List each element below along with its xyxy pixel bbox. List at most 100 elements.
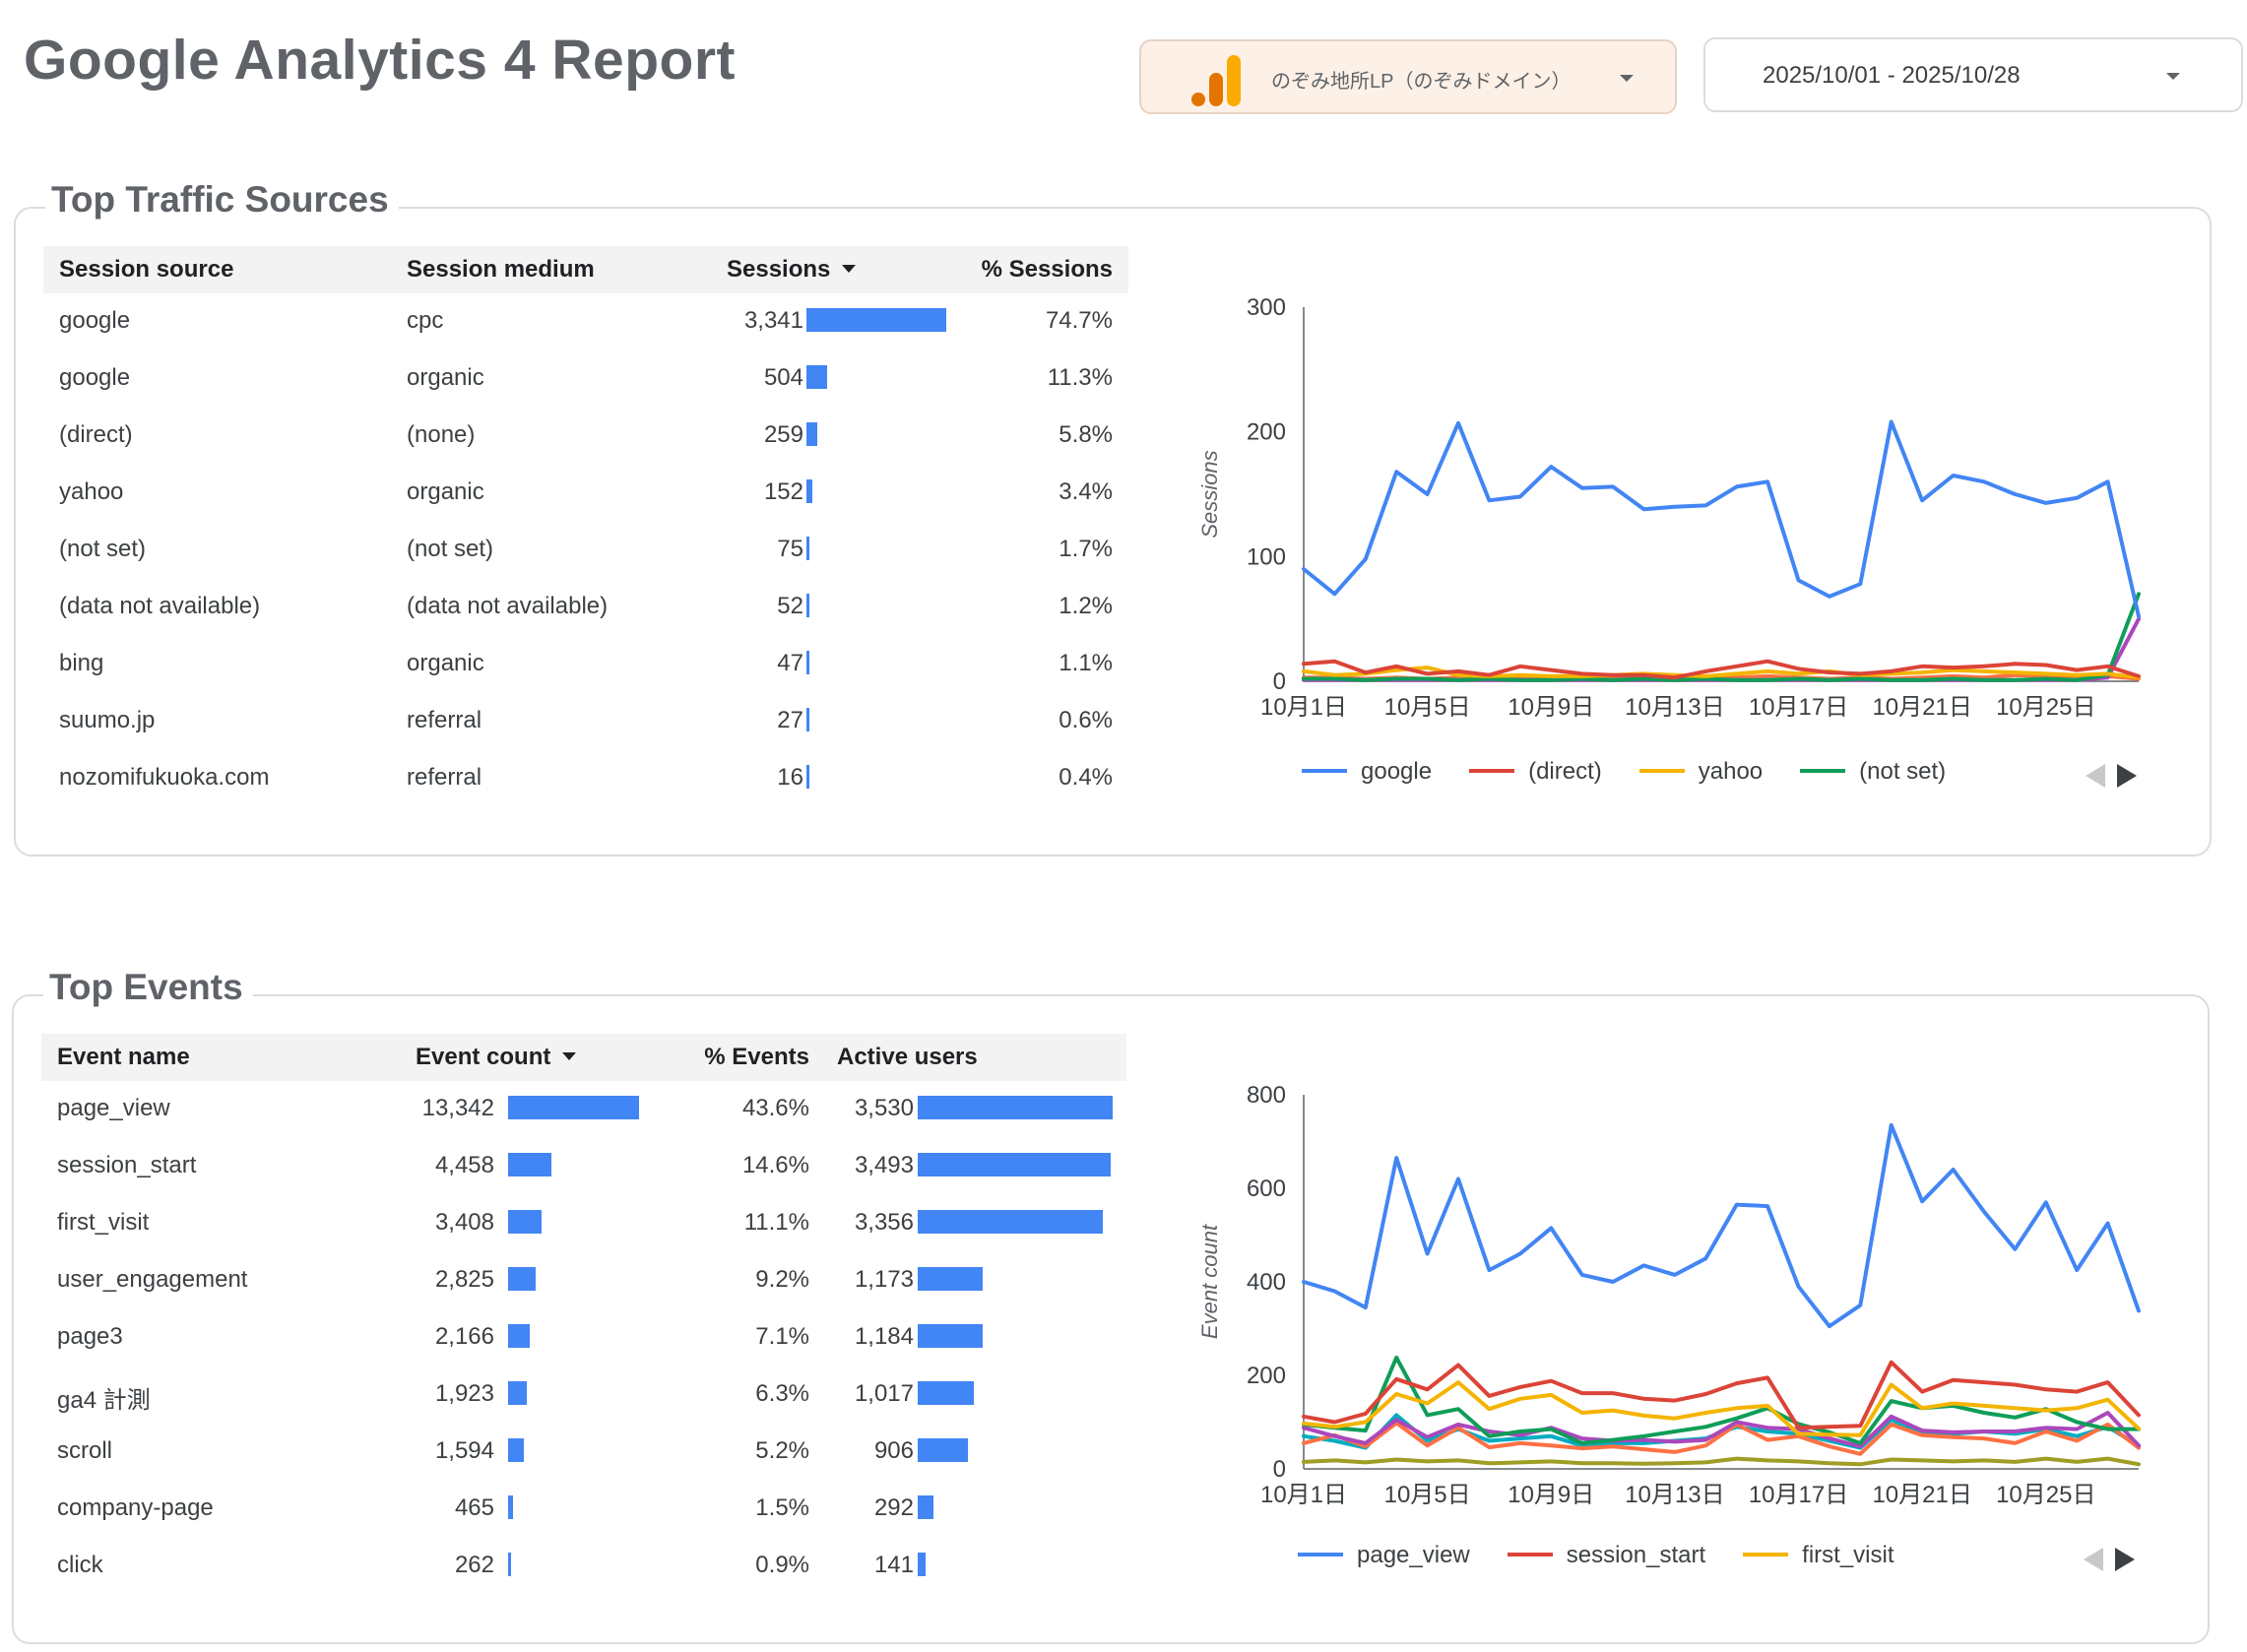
legend-swatch (1743, 1552, 1789, 1557)
table-row[interactable]: (data not available) (data not available)… (43, 579, 1128, 636)
property-selector[interactable]: のぞみ地所LP（のぞみドメイン） (1139, 39, 1677, 114)
sort-desc-icon (842, 264, 857, 273)
legend-item[interactable]: google (1302, 758, 1432, 786)
series-line-ga4 計測[interactable] (1302, 1421, 2141, 1456)
table-row[interactable]: yahoo organic 152 3.4% (43, 465, 1128, 522)
legend-prev-icon[interactable] (2084, 1548, 2103, 1571)
legend-next-icon[interactable] (2117, 764, 2137, 788)
col-sessions[interactable]: Sessions (727, 256, 857, 284)
col-session-medium[interactable]: Session medium (407, 256, 595, 283)
col-active-users[interactable]: Active users (837, 1044, 978, 1070)
legend-label: yahoo (1698, 758, 1764, 785)
event-count-bar (508, 1381, 527, 1405)
legend-item[interactable]: page_view (1298, 1542, 1470, 1569)
session-source-cell: bing (59, 650, 104, 676)
col-event-name[interactable]: Event name (57, 1044, 190, 1070)
event-name-cell: page3 (57, 1323, 123, 1350)
x-tick-label: 10月1日 (1260, 1482, 1347, 1508)
legend-item[interactable]: session_start (1507, 1542, 1705, 1569)
legend-label: (not set) (1859, 758, 1947, 785)
pct-sessions-cell: 0.4% (1059, 764, 1113, 791)
active-users-cell: 141 (873, 1552, 914, 1578)
active-users-bar (918, 1553, 926, 1576)
table-row[interactable]: company-page 465 1.5% 292 (41, 1481, 1126, 1538)
table-row[interactable]: suumo.jp referral 27 0.6% (43, 693, 1128, 750)
event-count-cell: 13,342 (421, 1095, 494, 1121)
series-line-user_engagement[interactable] (1302, 1355, 2141, 1445)
table-row[interactable]: page_view 13,342 43.6% 3,530 (41, 1081, 1126, 1138)
property-name: のぞみ地所LP（のぞみドメイン） (1271, 71, 1572, 93)
legend-label: google (1361, 758, 1433, 785)
date-range-selector[interactable]: 2025/10/01 - 2025/10/28 (1703, 37, 2243, 112)
table-row[interactable]: (direct) (none) 259 5.8% (43, 408, 1128, 465)
event-name-cell: company-page (57, 1494, 214, 1521)
table-row[interactable]: click 262 0.9% 141 (41, 1538, 1126, 1595)
series-line-first_visit[interactable] (1302, 1380, 2141, 1437)
table-row[interactable]: google organic 504 11.3% (43, 350, 1128, 408)
table-row[interactable]: first_visit 3,408 11.1% 3,356 (41, 1195, 1126, 1252)
sessions-bar (806, 537, 809, 560)
sessions-line-chart: Sessions 0 100 200 300 10月1日 10月5日 10月9日 10月13日 1… (1182, 286, 2166, 807)
event-name-cell: scroll (57, 1437, 113, 1464)
x-tick-label: 10月21日 (1872, 694, 1971, 721)
event-count-bar (508, 1553, 511, 1576)
y-tick-label: 400 (1247, 1269, 1286, 1296)
col-session-source[interactable]: Session source (59, 256, 234, 283)
legend-swatch (1298, 1552, 1343, 1557)
x-tick-label: 10月21日 (1872, 1482, 1971, 1508)
table-row[interactable]: scroll 1,594 5.2% 906 (41, 1424, 1126, 1481)
table-row[interactable]: bing organic 47 1.1% (43, 636, 1128, 693)
sessions-bar (806, 651, 809, 674)
series-line-page_view[interactable] (1302, 1122, 2141, 1329)
table-row[interactable]: (not set) (not set) 75 1.7% (43, 522, 1128, 579)
legend-item[interactable]: first_visit (1743, 1542, 1894, 1569)
sessions-bar (806, 479, 812, 503)
y-axis-label: Sessions (1197, 450, 1222, 538)
col-pct-events[interactable]: % Events (704, 1044, 809, 1070)
active-users-bar (918, 1153, 1111, 1176)
session-medium-cell: (not set) (407, 536, 494, 562)
table-row[interactable]: nozomifukuoka.com referral 16 0.4% (43, 750, 1128, 807)
legend-item[interactable]: (direct) (1469, 758, 1602, 786)
active-users-cell: 1,173 (854, 1266, 914, 1293)
event-count-bar (508, 1267, 536, 1291)
event-count-cell: 1,594 (434, 1437, 494, 1464)
x-tick-label: 10月5日 (1384, 1482, 1471, 1508)
series-line-google[interactable] (1302, 419, 2141, 619)
table-row[interactable]: ga4 計測 1,923 6.3% 1,017 (41, 1366, 1126, 1424)
traffic-panel-title: Top Traffic Sources (45, 179, 399, 221)
pct-sessions-cell: 5.8% (1059, 421, 1113, 448)
series-line-session_start[interactable] (1302, 1360, 2141, 1430)
table-row[interactable]: google cpc 3,341 74.7% (43, 293, 1128, 350)
legend-prev-icon[interactable] (2086, 764, 2105, 788)
session-medium-cell: (none) (407, 421, 476, 448)
legend-next-icon[interactable] (2115, 1548, 2135, 1571)
active-users-cell: 3,356 (854, 1209, 914, 1236)
pct-events-cell: 7.1% (755, 1323, 809, 1350)
legend-item[interactable]: yahoo (1638, 758, 1764, 786)
table-row[interactable]: session_start 4,458 14.6% 3,493 (41, 1138, 1126, 1195)
sessions-cell: 504 (763, 364, 803, 391)
event-count-cell: 262 (454, 1552, 494, 1578)
pct-events-cell: 11.1% (743, 1209, 809, 1236)
col-event-count[interactable]: Event count (416, 1044, 577, 1071)
series-line-company-page[interactable] (1302, 1456, 2141, 1467)
x-tick-label: 10月1日 (1260, 694, 1347, 721)
table-row[interactable]: user_engagement 2,825 9.2% 1,173 (41, 1252, 1126, 1309)
event-count-bar (508, 1495, 513, 1519)
event-count-bar (508, 1438, 524, 1462)
active-users-cell: 292 (873, 1494, 914, 1521)
legend-label: first_visit (1802, 1542, 1894, 1568)
session-medium-cell: organic (407, 478, 484, 505)
col-pct-sessions[interactable]: % Sessions (981, 256, 1113, 283)
date-range-label: 2025/10/01 - 2025/10/28 (1763, 62, 2021, 89)
series-line-page3[interactable] (1302, 1411, 2141, 1449)
series-line-(not set)[interactable] (1302, 592, 2141, 682)
sessions-bar (806, 308, 946, 332)
y-tick-label: 100 (1247, 543, 1286, 570)
traffic-panel (14, 207, 2212, 857)
active-users-cell: 3,493 (854, 1152, 914, 1178)
legend-item[interactable]: (not set) (1800, 758, 1946, 786)
table-row[interactable]: page3 2,166 7.1% 1,184 (41, 1309, 1126, 1366)
series-line-(direct)[interactable] (1302, 659, 2141, 680)
